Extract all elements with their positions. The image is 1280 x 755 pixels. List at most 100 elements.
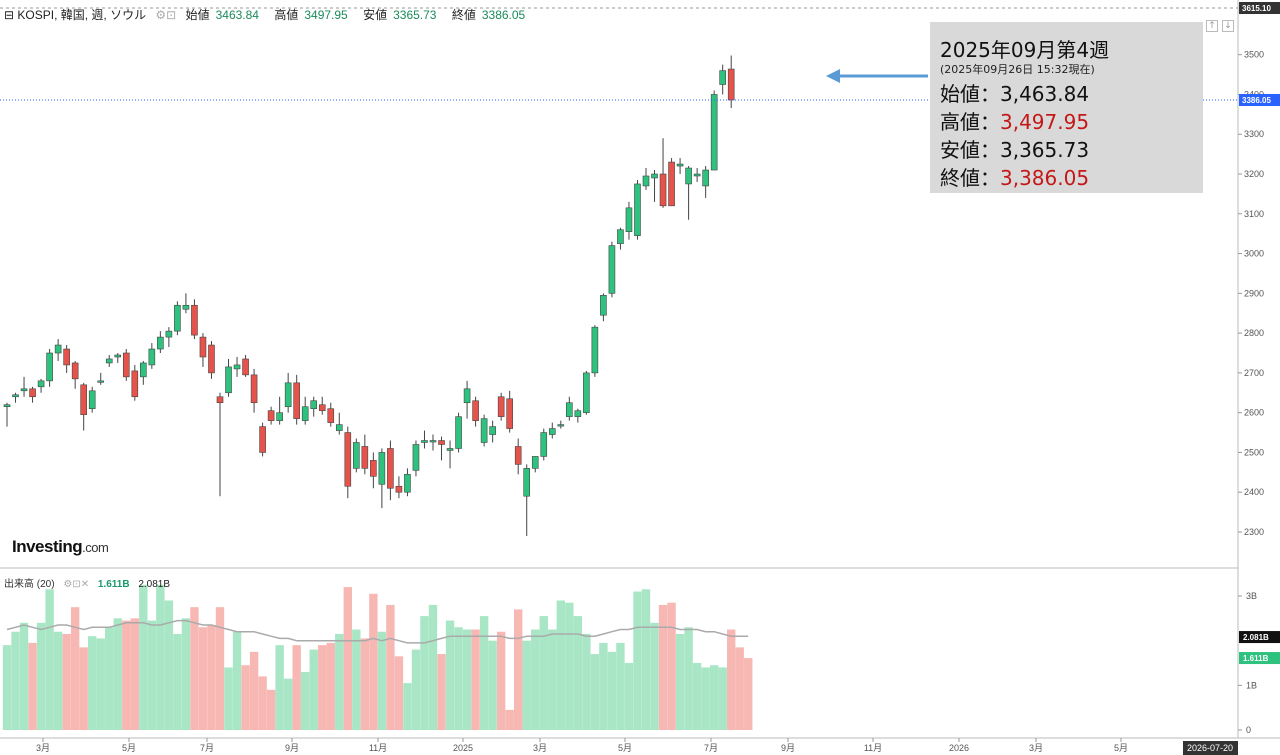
volume-bar — [70, 607, 80, 730]
volume-label[interactable]: 出来高 (20) — [4, 579, 55, 590]
volume-bar — [62, 633, 71, 730]
vol-last-tag: 1.611B — [1243, 654, 1269, 663]
candle-body — [642, 175, 650, 187]
volume-bar — [301, 671, 310, 730]
symbol-label[interactable]: ⊟ KOSPI, 韓国, 週, ソウル — [4, 8, 147, 22]
x-tick-label: 2025 — [453, 743, 473, 753]
y-tick-label: 3500 — [1244, 50, 1264, 60]
volume-bar — [624, 663, 634, 730]
volume-bar — [582, 633, 591, 730]
candle-body — [421, 440, 428, 443]
y-tick-label: 3300 — [1244, 129, 1264, 139]
top-price-tag-bg — [1239, 2, 1280, 14]
vol-tick-label: 3B — [1246, 591, 1257, 601]
candle-body — [659, 173, 667, 207]
x-tick-label: 11月 — [864, 743, 882, 753]
volume-bar — [19, 622, 29, 730]
candle-body — [233, 364, 241, 370]
candle-body — [566, 402, 573, 417]
last-price-tag-bg — [1239, 94, 1280, 106]
volume-bar — [454, 627, 463, 730]
y-tick-label: 3000 — [1244, 249, 1264, 259]
x-tick-label: 3月 — [533, 743, 547, 753]
x-tick-label: 2026 — [949, 743, 969, 753]
volume-bar — [658, 604, 668, 730]
candle-body — [480, 418, 488, 443]
volume-bar — [539, 616, 548, 730]
volume-value: 1.611B — [97, 579, 130, 590]
candle-body — [165, 330, 173, 338]
vol-ma-tag-bg — [1239, 631, 1280, 644]
logo-suffix: .com — [82, 540, 109, 555]
volume-bar — [173, 633, 182, 730]
info-close-row: 終値：3,386.05 — [940, 166, 1090, 190]
candle-body — [140, 362, 147, 378]
volume-bar — [488, 640, 497, 730]
volume-bar — [590, 654, 600, 730]
volume-bar — [283, 678, 293, 730]
candle-body — [557, 424, 565, 427]
volume-bar — [437, 654, 446, 730]
candle-body — [710, 94, 718, 171]
candle-body — [412, 444, 420, 471]
volume-bar — [96, 638, 105, 730]
x-tick-label: 5月 — [122, 743, 136, 753]
candle-body — [489, 426, 496, 435]
candle-body — [318, 404, 326, 411]
volume-bar — [573, 616, 583, 730]
x-tick-label: 7月 — [704, 743, 718, 753]
settings-icon[interactable]: ⚙⊡ — [155, 8, 177, 22]
volume-bar — [650, 622, 659, 730]
volume-bar — [360, 638, 370, 730]
volume-bar — [403, 683, 412, 730]
volume-bar — [181, 618, 191, 730]
candle-body — [361, 446, 369, 469]
open-value: 3463.84 — [215, 8, 259, 22]
candle-body — [506, 398, 513, 429]
y-tick-label: 3200 — [1244, 169, 1264, 179]
x-tick-label: 3月 — [36, 743, 50, 753]
volume-bar — [36, 622, 46, 730]
volume-bar — [684, 627, 693, 730]
info-box: 2025年09月第4週 (2025年09月26日 15:32現在) 始値：3,4… — [930, 22, 1203, 193]
volume-bar — [556, 600, 565, 730]
volume-bar — [369, 593, 378, 730]
candle-body — [583, 372, 590, 413]
volume-settings-icon[interactable]: ⚙⊡✕ — [63, 579, 90, 590]
volume-bar — [607, 651, 617, 730]
volume-header: 出来高 (20) ⚙⊡✕ 1.611B 2.081B — [4, 575, 170, 590]
close-value: 3386.05 — [481, 8, 526, 22]
vol-ma-tag: 2.081B — [1243, 633, 1269, 642]
candle-body — [122, 352, 130, 378]
candle-body — [668, 161, 675, 207]
volume-bar — [53, 631, 63, 730]
vol-last-tag-bg — [1239, 652, 1280, 665]
volume-bar — [394, 656, 404, 730]
candle-body — [404, 474, 411, 493]
volume-bar — [496, 631, 506, 730]
candle-body — [625, 207, 633, 232]
candle-body — [531, 456, 539, 469]
info-high-row: 高値：3,497.95 — [940, 110, 1090, 134]
volume-bar — [232, 631, 242, 730]
volume-ma-line — [6, 619, 749, 644]
candle-body — [191, 304, 198, 336]
candle-body — [114, 354, 122, 358]
pane-up-icon[interactable]: ↑ — [1206, 20, 1218, 32]
candle-body — [12, 394, 19, 398]
pane-down-icon[interactable]: ↓ — [1222, 20, 1234, 32]
volume-bar — [633, 591, 642, 730]
info-title: 2025年09月第4週 — [940, 38, 1110, 62]
info-subtitle: (2025年09月26日 15:32現在) — [940, 63, 1095, 76]
volume-bar — [139, 584, 148, 730]
candle-body — [335, 424, 343, 431]
candle-body — [310, 400, 318, 409]
last-price-tag: 3386.05 — [1242, 96, 1271, 105]
candle-body — [387, 448, 394, 489]
x-tick-label: 3月 — [1029, 743, 1043, 753]
volume-bar — [275, 645, 284, 730]
volume-bar — [718, 667, 727, 730]
volume-bar — [147, 620, 157, 730]
candle-body — [29, 388, 36, 398]
volume-bar — [164, 600, 174, 730]
